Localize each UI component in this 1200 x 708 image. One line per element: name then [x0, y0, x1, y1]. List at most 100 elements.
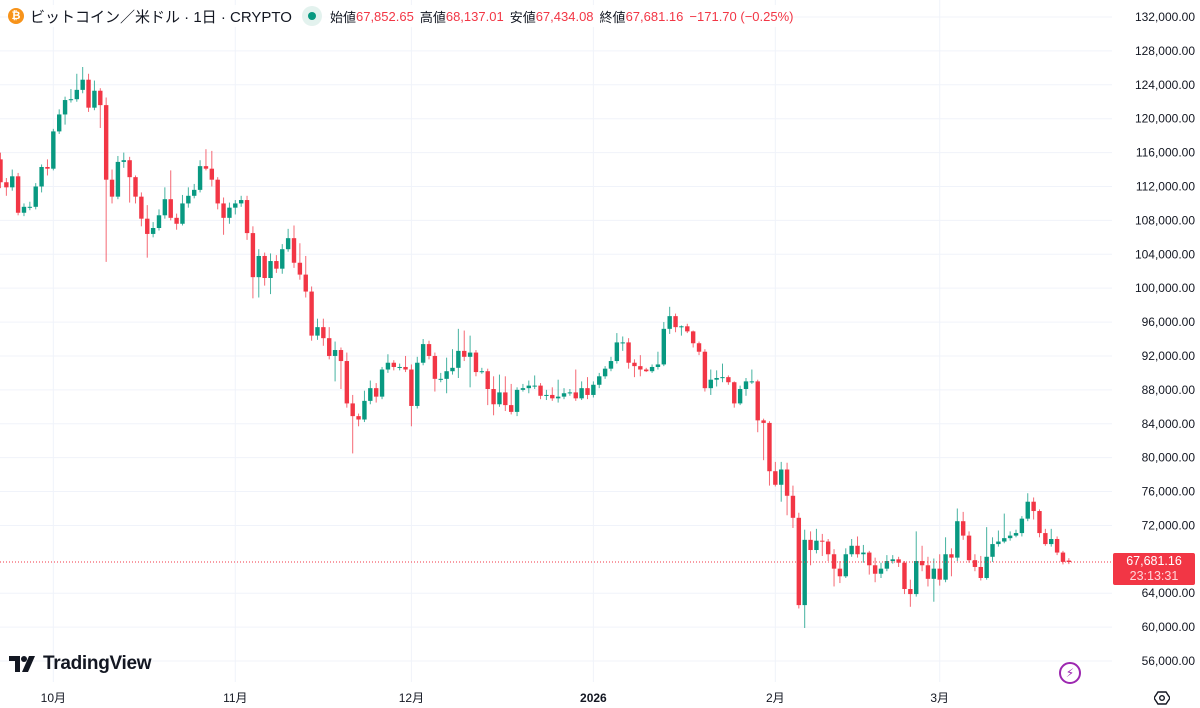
- candle-body: [39, 166, 44, 187]
- candle-body: [644, 369, 649, 372]
- candle-body: [591, 384, 596, 395]
- candle-body: [790, 495, 796, 518]
- candle-body: [943, 554, 948, 580]
- candle-body: [57, 114, 62, 132]
- candle: [608, 356, 614, 372]
- candle-body: [86, 79, 91, 108]
- time-tick-label: 2月: [766, 691, 785, 705]
- candle-body: [878, 568, 884, 574]
- candle: [39, 164, 44, 193]
- candle: [174, 213, 179, 230]
- candle-body: [21, 206, 27, 213]
- candle-body: [608, 361, 614, 369]
- candle: [262, 252, 267, 286]
- candle: [1054, 536, 1060, 556]
- candle-body: [990, 544, 995, 557]
- candle: [508, 383, 514, 415]
- candle: [761, 418, 766, 461]
- candle-body: [350, 403, 355, 417]
- candle-body: [262, 255, 267, 278]
- low-value: 67,434.08: [535, 8, 594, 24]
- time-axis[interactable]: 10月 11月 12月 2026 2月 3月: [41, 691, 949, 705]
- candle: [573, 369, 578, 401]
- candle-body: [843, 554, 848, 577]
- candle-body: [256, 255, 261, 278]
- candle: [438, 372, 443, 383]
- candle-body: [743, 381, 749, 390]
- candle: [514, 387, 520, 417]
- candle: [972, 554, 978, 572]
- candle: [221, 197, 226, 235]
- price-tick-label: 76,000.00: [1142, 485, 1196, 499]
- candle: [591, 381, 596, 398]
- last-price-tag: 67,681.16 23:13:31: [1113, 553, 1195, 585]
- symbol-title[interactable]: ビットコイン／米ドル · 1日 · CRYPTO: [30, 8, 292, 26]
- market-open-dot-icon[interactable]: [301, 6, 322, 26]
- candle: [127, 156, 132, 203]
- candle-body: [620, 342, 625, 344]
- candle-body: [479, 371, 485, 373]
- bitcoin-icon: ₿: [8, 8, 24, 24]
- candle: [250, 226, 256, 299]
- time-tick-label: 12月: [399, 691, 424, 705]
- candle-body: [579, 388, 584, 399]
- candle: [491, 376, 496, 416]
- candle: [526, 380, 531, 394]
- candle-body: [62, 100, 68, 115]
- candle: [649, 364, 655, 373]
- candle-body: [127, 160, 132, 178]
- candle-body: [92, 90, 97, 108]
- candle-body: [444, 371, 449, 379]
- candle: [1019, 516, 1025, 537]
- candle: [632, 359, 637, 378]
- candle: [685, 323, 690, 334]
- candle: [291, 225, 297, 268]
- candle: [943, 537, 948, 583]
- price-tick-label: 88,000.00: [1142, 383, 1196, 397]
- candle-body: [145, 218, 150, 234]
- candle-body: [397, 366, 402, 368]
- candle: [268, 253, 273, 295]
- candle-body: [902, 562, 907, 589]
- grid: [0, 0, 1112, 682]
- price-tick-label: 84,000.00: [1142, 417, 1196, 431]
- candle-body: [831, 554, 837, 569]
- candle: [426, 340, 432, 360]
- candle: [914, 531, 919, 597]
- candle: [121, 152, 126, 168]
- candle-body: [250, 233, 256, 278]
- candle: [274, 255, 279, 273]
- candle: [937, 554, 942, 586]
- candle-body: [1007, 535, 1013, 539]
- candle: [103, 97, 109, 262]
- candle: [238, 195, 244, 207]
- candle: [92, 80, 97, 111]
- candle-body: [602, 368, 608, 377]
- candle: [825, 538, 831, 562]
- close-label: 終値: [599, 9, 626, 25]
- candle: [702, 349, 708, 392]
- lightning-icon[interactable]: ⚡: [1059, 662, 1081, 684]
- price-tick-label: 92,000.00: [1142, 349, 1196, 363]
- candle: [21, 203, 27, 217]
- candle-body: [573, 392, 578, 399]
- candle: [567, 389, 573, 396]
- candle: [162, 187, 168, 219]
- candle-body: [655, 364, 661, 367]
- candle-body: [356, 416, 361, 420]
- settings-icon[interactable]: [1154, 690, 1170, 706]
- candle: [602, 366, 608, 379]
- candle-body: [649, 366, 655, 372]
- candle: [779, 461, 784, 502]
- candle-body: [332, 350, 338, 356]
- candle-body: [156, 215, 162, 229]
- candle: [321, 318, 326, 346]
- price-axis[interactable]: 132,000.00 128,000.00 124,000.00 120,000.00…: [1135, 10, 1195, 668]
- candle: [403, 355, 408, 373]
- candle-body: [726, 377, 731, 383]
- candle-body: [109, 179, 115, 197]
- tradingview-logo[interactable]: TradingView: [9, 653, 152, 675]
- candle-body: [931, 568, 937, 579]
- candle: [139, 192, 144, 227]
